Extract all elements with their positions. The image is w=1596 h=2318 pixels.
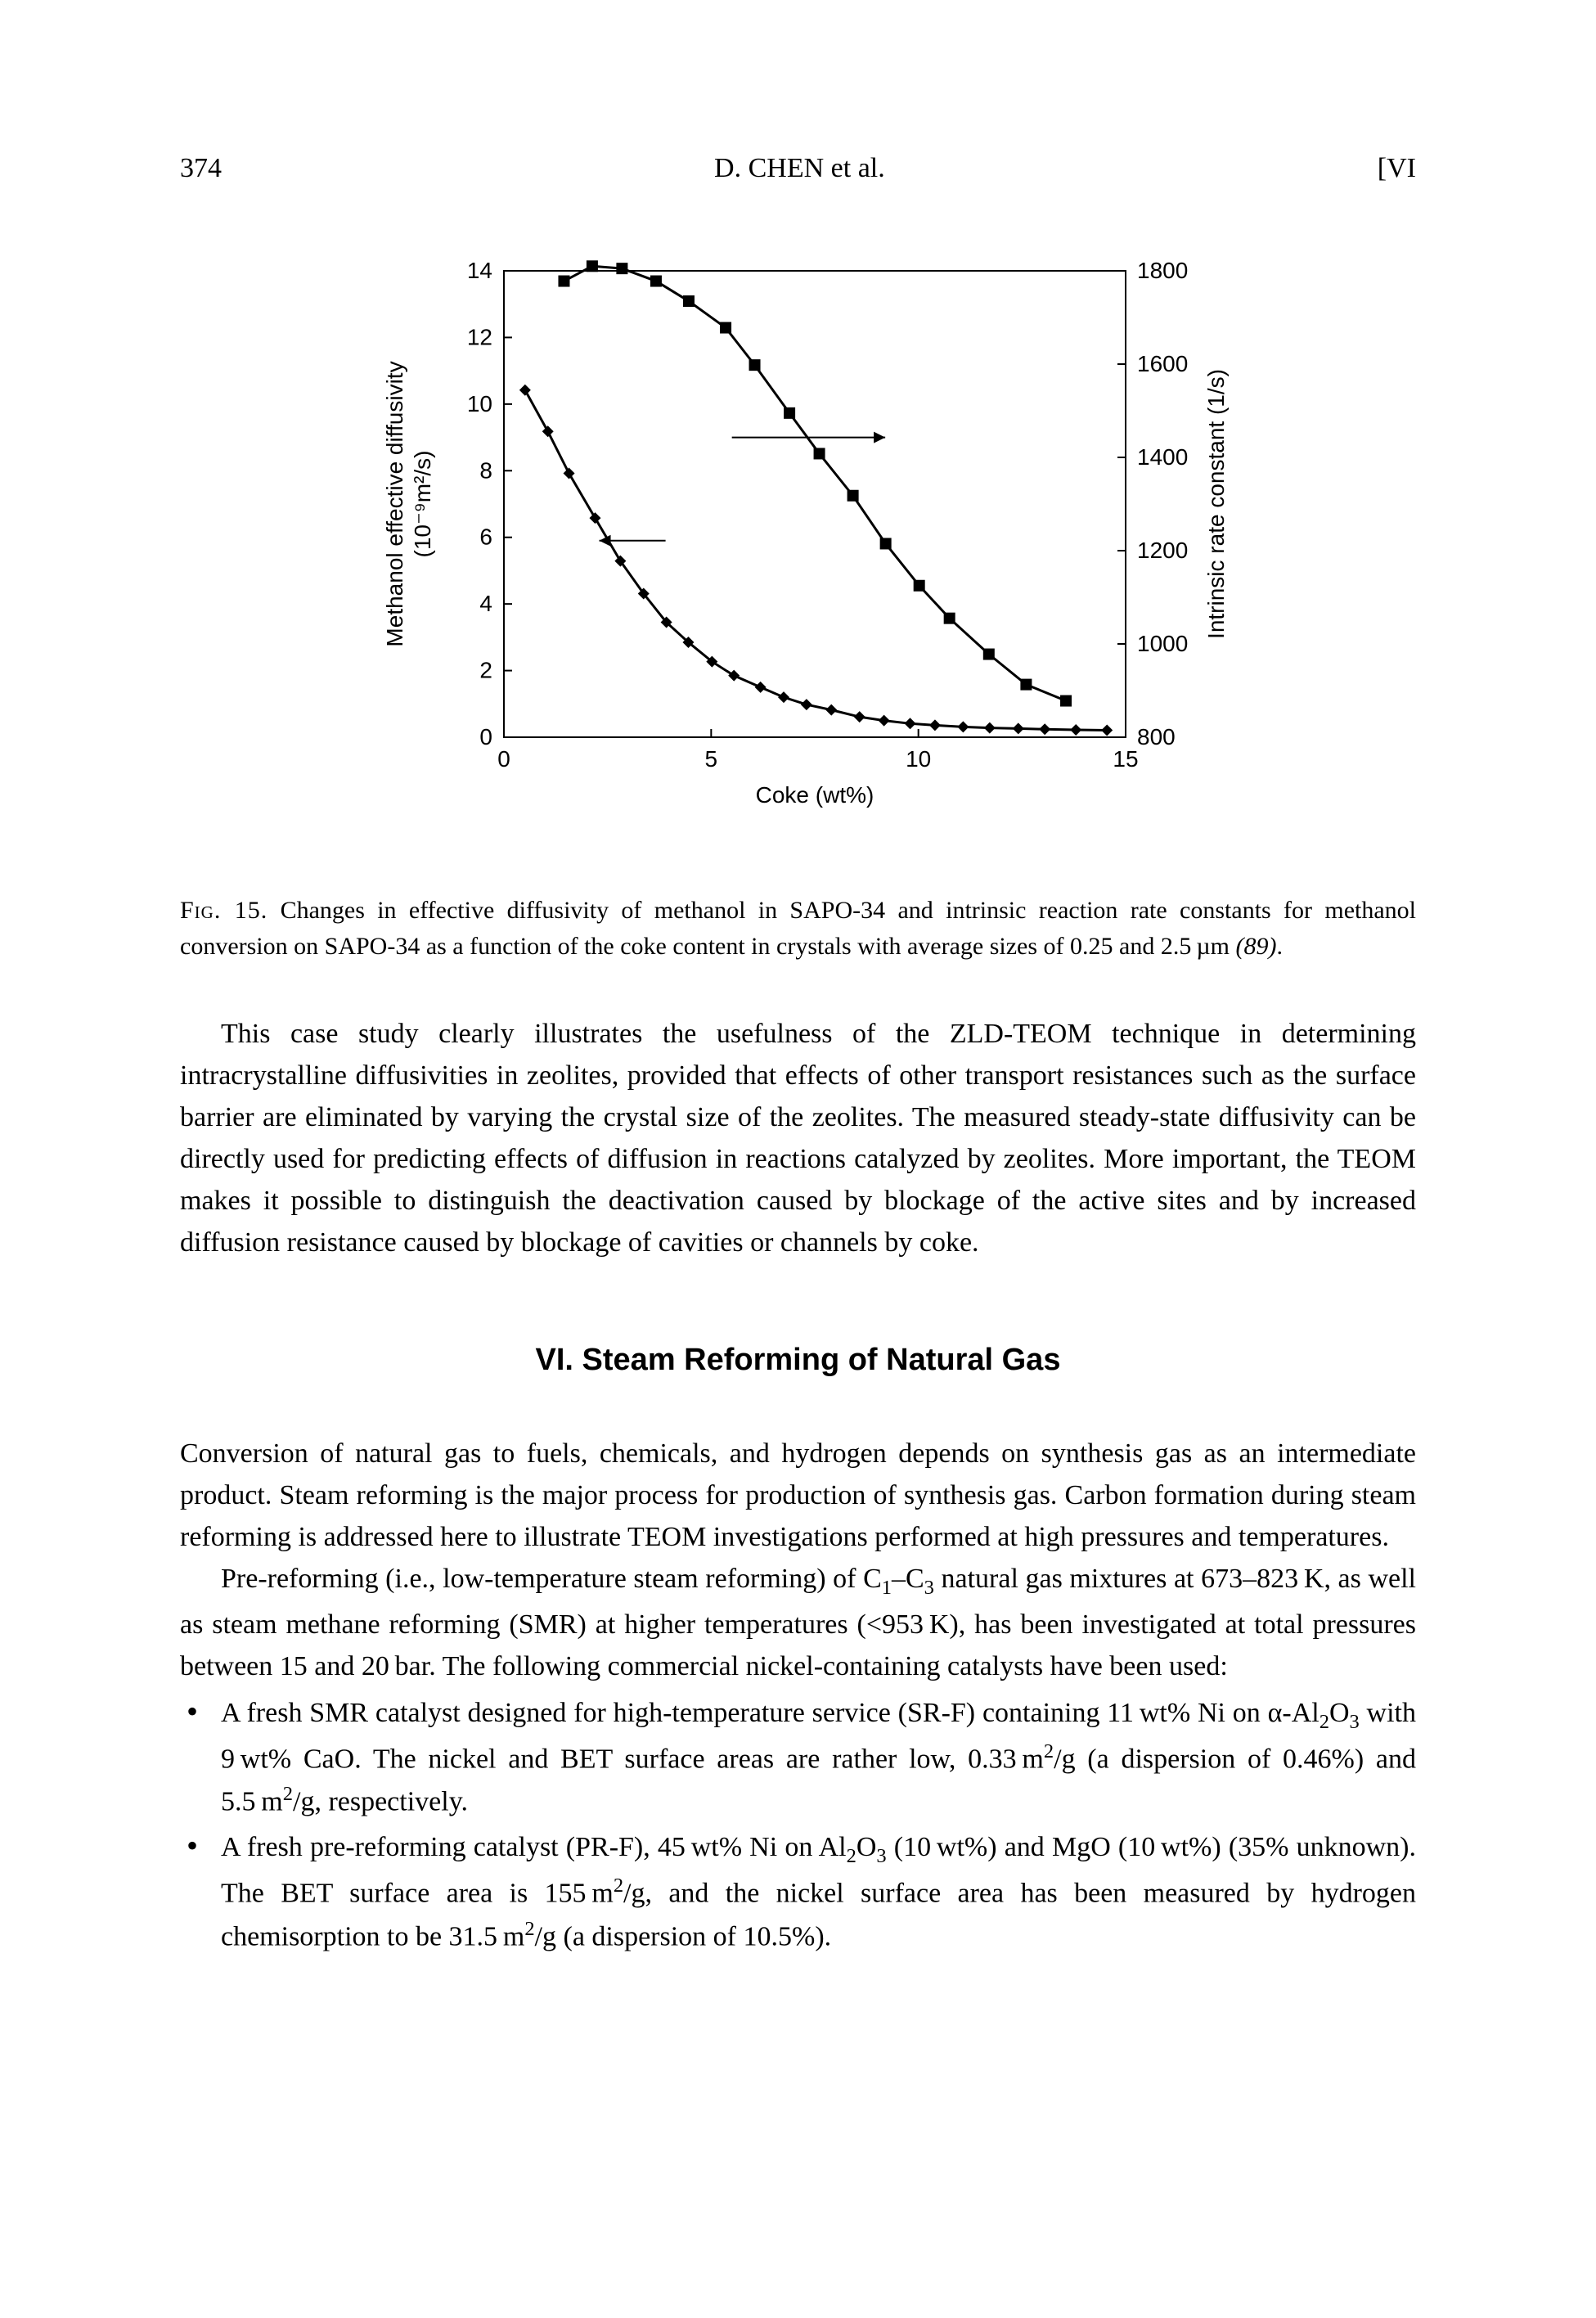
svg-text:1000: 1000 [1137,631,1188,656]
svg-text:Coke (wt%): Coke (wt%) [755,782,874,808]
section-marker: [VI [1378,147,1416,189]
svg-text:15: 15 [1113,746,1138,772]
svg-text:(10⁻⁹m²/s): (10⁻⁹m²/s) [410,451,435,558]
bullet-list: A fresh SMR catalyst designed for high-t… [180,1692,1416,1957]
svg-text:1600: 1600 [1137,351,1188,376]
caption-body: Changes in effective diffusivity of meth… [180,897,1416,960]
svg-text:Intrinsic rate constant (1/s): Intrinsic rate constant (1/s) [1203,369,1229,639]
svg-text:1200: 1200 [1137,538,1188,563]
caption-reference: (89) [1235,933,1276,960]
paragraph-2: Conversion of natural gas to fuels, chem… [180,1433,1416,1558]
svg-text:14: 14 [466,258,492,283]
svg-text:2: 2 [479,658,492,683]
svg-text:Methanol effective diffusivity: Methanol effective diffusivity [382,361,407,646]
paragraph-3: Pre-reforming (i.e., low-temperature ste… [180,1558,1416,1687]
page-authors: D. CHEN et al. [714,147,885,189]
svg-text:800: 800 [1137,724,1176,749]
svg-text:12: 12 [466,324,492,349]
page-number: 374 [180,147,222,189]
svg-text:1800: 1800 [1137,258,1188,283]
svg-text:4: 4 [479,591,492,616]
svg-text:6: 6 [479,524,492,550]
paragraph-1: This case study clearly illustrates the … [180,1013,1416,1263]
list-item: A fresh pre-reforming catalyst (PR-F), 4… [180,1826,1416,1957]
svg-text:0: 0 [497,746,510,772]
section-heading: VI. Steam Reforming of Natural Gas [180,1337,1416,1384]
figure-15: 0 5 10 15 Coke (wt%) 0 2 4 6 8 10 12 14 Methanol effe… [180,238,1416,860]
svg-text:1400: 1400 [1137,444,1188,470]
page-header: 374 D. CHEN et al. [VI [180,147,1416,189]
svg-text:10: 10 [906,746,931,772]
svg-text:5: 5 [704,746,717,772]
svg-text:8: 8 [479,457,492,483]
list-item: A fresh SMR catalyst designed for high-t… [180,1692,1416,1823]
chart-svg: 0 5 10 15 Coke (wt%) 0 2 4 6 8 10 12 14 Methanol effe… [348,238,1248,860]
caption-head: Fig. 15. [180,897,267,924]
svg-text:0: 0 [479,724,492,749]
svg-text:10: 10 [466,391,492,416]
figure-caption: Fig. 15. Changes in effective diffusivit… [180,893,1416,964]
